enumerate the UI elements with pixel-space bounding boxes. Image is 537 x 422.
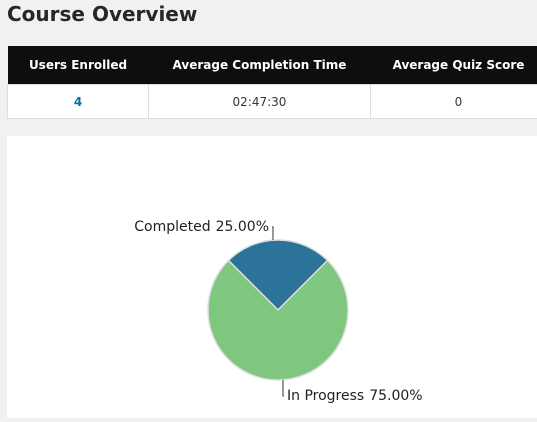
cell: 4 — [8, 85, 149, 119]
column-header: Average Quiz Score — [371, 46, 537, 85]
cell: 0 — [371, 85, 537, 119]
slice-value: 25.00% — [216, 219, 269, 235]
cell: 02:47:30 — [149, 85, 371, 119]
stats-table: Users Enrolled Average Completion Time A… — [7, 46, 537, 119]
chart: Completed 25.00% In Progress 75.00% — [7, 136, 537, 418]
users-link[interactable]: 4 — [74, 95, 82, 109]
column-header: Average Completion Time — [149, 46, 371, 85]
slice-value: 75.00% — [369, 388, 422, 404]
leader-line — [272, 227, 273, 240]
chart-panel: Completed 25.00% In Progress 75.00% — [7, 136, 537, 418]
slice-label: Completed 25.00% — [134, 219, 269, 235]
slice-name: Completed — [134, 219, 210, 235]
leader-line — [283, 380, 284, 396]
header-row: Users Enrolled Average Completion Time A… — [8, 46, 537, 85]
column-header: Users Enrolled — [8, 46, 149, 85]
slice-label: In Progress 75.00% — [287, 388, 423, 404]
slice-name: In Progress — [287, 388, 364, 404]
page-title: Course Overview — [7, 2, 197, 26]
data-row: 4 02:47:30 0 — [8, 85, 537, 119]
